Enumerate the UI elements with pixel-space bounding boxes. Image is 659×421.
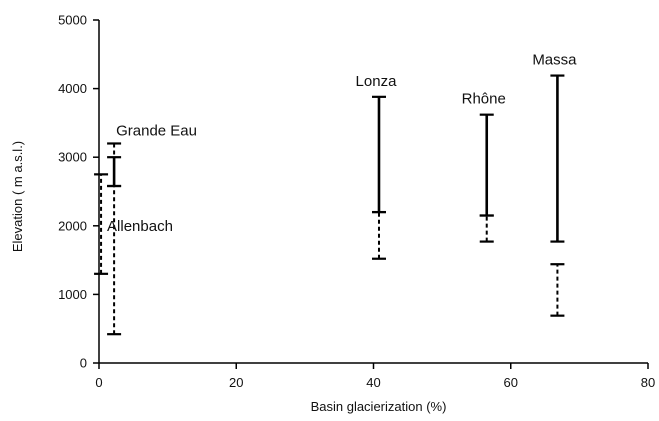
y-tick-label: 1000: [58, 287, 87, 302]
y-tick-label: 2000: [58, 218, 87, 233]
x-axis-title: Basin glacierization (%): [311, 399, 447, 414]
basin-label: Grande Eau: [116, 122, 197, 139]
y-tick-label: 3000: [58, 150, 87, 165]
x-tick-label: 0: [95, 375, 102, 390]
basin-label: Rhône: [462, 91, 506, 108]
x-tick-label: 80: [641, 375, 655, 390]
x-tick-label: 40: [366, 375, 380, 390]
y-tick-label: 0: [80, 356, 87, 371]
x-ticks: 0 20 40 60 80: [95, 363, 655, 390]
basin-label: Lonza: [356, 73, 398, 90]
x-tick-label: 20: [229, 375, 243, 390]
y-ticks: 0 1000 2000 3000 4000 5000: [58, 13, 99, 371]
data-marks: Grande Eau Allenbach Lonza Rhône Massa: [94, 52, 577, 336]
y-tick-label: 4000: [58, 81, 87, 96]
basin-label: Massa: [532, 52, 577, 69]
y-axis-title: Elevation ( m a.s.l.): [10, 141, 25, 252]
x-tick-label: 60: [504, 375, 518, 390]
basin-label: Allenbach: [107, 218, 173, 235]
y-tick-label: 5000: [58, 13, 87, 28]
